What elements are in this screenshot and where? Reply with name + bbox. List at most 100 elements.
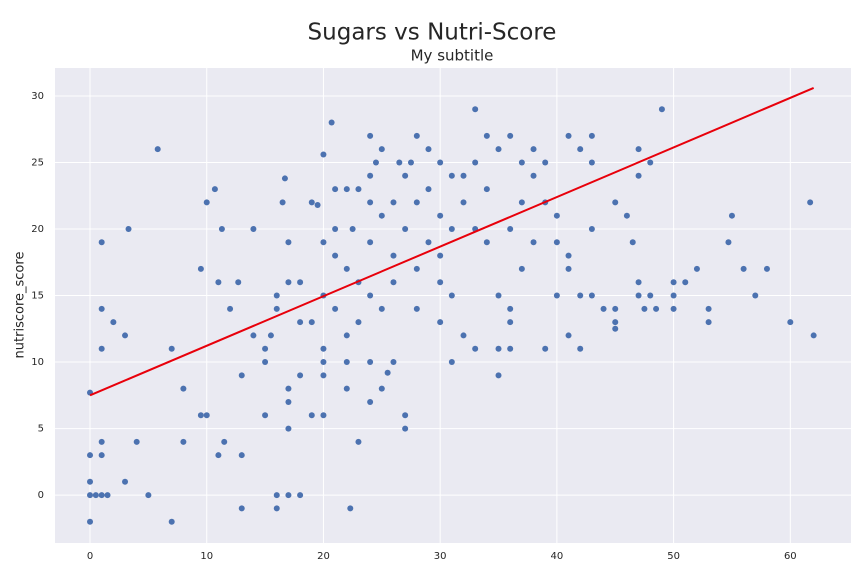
point [285,239,292,246]
point [87,518,94,525]
y-tick-label: 5 [38,424,44,435]
point [227,305,234,312]
point [530,172,537,179]
point [472,106,479,113]
point [297,279,304,286]
x-tick-label: 20 [317,551,330,562]
point [320,151,327,158]
point [285,425,292,432]
point [653,305,660,312]
point [332,186,339,193]
y-tick-label: 25 [31,157,44,168]
point [390,359,397,366]
point [460,172,467,179]
point [565,332,572,339]
point [343,332,350,339]
point [390,279,397,286]
point [518,265,525,272]
point [807,199,814,206]
point [308,199,315,206]
point [553,212,560,219]
point [413,132,420,139]
point [262,412,269,419]
point [297,372,304,379]
point [221,438,228,445]
point [588,292,595,299]
x-tick-label: 10 [200,551,213,562]
point [577,146,584,153]
point [273,305,280,312]
point [647,292,654,299]
point [314,202,321,209]
x-tick-label: 60 [784,551,797,562]
point [308,319,315,326]
point [238,452,245,459]
point [658,106,665,113]
y-axis-label: nutriscore_score [13,252,28,359]
point [577,292,584,299]
point [235,279,242,286]
point [612,305,619,312]
point [168,518,175,525]
point [670,292,677,299]
chart-subtitle: My subtitle [411,47,494,65]
point [810,332,817,339]
point [328,119,335,126]
point [238,372,245,379]
point [495,345,502,352]
point [273,492,280,499]
point [367,292,374,299]
point [483,132,490,139]
point [154,146,161,153]
point [600,305,607,312]
point [495,292,502,299]
point [308,412,315,419]
point [448,359,455,366]
point [343,359,350,366]
point [390,252,397,259]
point [238,505,245,512]
point [145,492,152,499]
point [180,385,187,392]
point [355,438,362,445]
point [507,225,514,232]
point [273,292,280,299]
point [518,159,525,166]
point [507,305,514,312]
point [320,372,327,379]
point [378,385,385,392]
point [725,239,732,246]
point [623,212,630,219]
point [437,159,444,166]
point [413,305,420,312]
point [407,159,414,166]
point [367,239,374,246]
point [635,279,642,286]
point [402,425,409,432]
point [472,345,479,352]
point [682,279,689,286]
point [705,319,712,326]
point [448,292,455,299]
point [507,319,514,326]
point [565,265,572,272]
point [98,452,105,459]
point [110,319,117,326]
point [211,186,218,193]
y-tick-label: 20 [31,224,44,235]
point [693,265,700,272]
point [705,305,712,312]
point [250,225,257,232]
fit-line [89,87,815,397]
point [588,225,595,232]
point [495,372,502,379]
point [343,265,350,272]
point [332,305,339,312]
point [384,369,391,376]
point [87,492,94,499]
point [396,159,403,166]
point [629,239,636,246]
point [588,159,595,166]
point [402,172,409,179]
